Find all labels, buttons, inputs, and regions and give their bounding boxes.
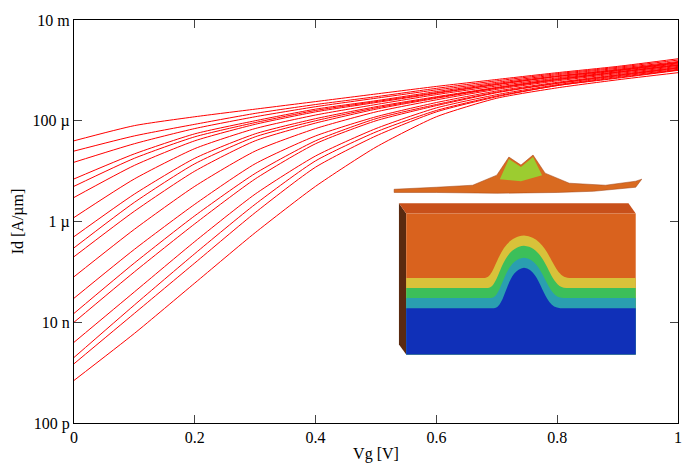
svg-text:0: 0 <box>70 429 78 446</box>
svg-text:10 m: 10 m <box>37 12 70 29</box>
svg-text:Id [A/µm]: Id [A/µm] <box>9 189 27 255</box>
svg-text:100 p: 100 p <box>34 415 70 433</box>
svg-text:1: 1 <box>674 429 682 446</box>
svg-text:100 µ: 100 µ <box>33 112 70 130</box>
svg-text:0.6: 0.6 <box>426 429 446 446</box>
svg-text:Vg [V]: Vg [V] <box>353 445 399 463</box>
svg-text:10 n: 10 n <box>42 314 70 331</box>
svg-text:0.8: 0.8 <box>547 429 567 446</box>
svg-text:0.4: 0.4 <box>306 429 326 446</box>
svg-text:1 µ: 1 µ <box>49 213 70 231</box>
svg-text:0.2: 0.2 <box>185 429 205 446</box>
